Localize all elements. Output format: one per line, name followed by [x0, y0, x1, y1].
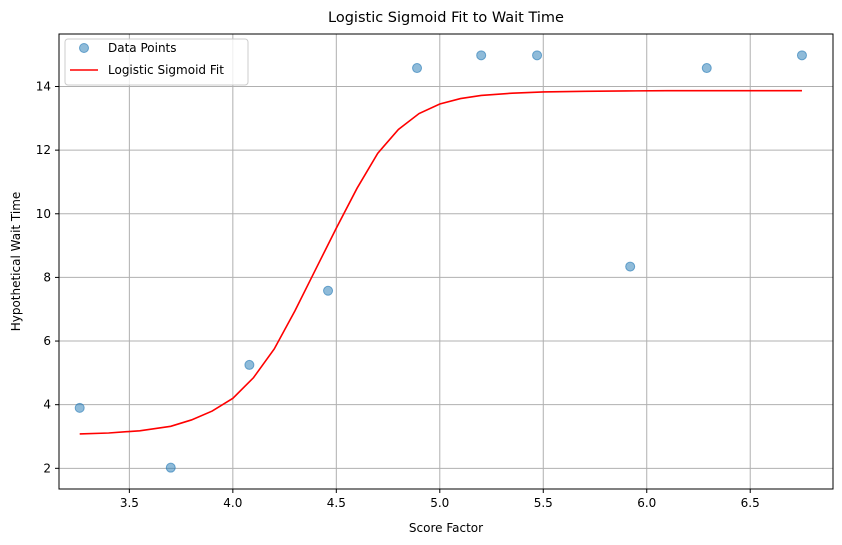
legend-box [64, 38, 249, 86]
data-point [796, 50, 807, 61]
y-tick-label: 14 [36, 80, 51, 94]
x-tick-label: 6.0 [637, 496, 656, 510]
legend-label-data-points: Data Points [108, 41, 177, 55]
y-tick-label: 6 [43, 334, 51, 348]
axes: 3.5 4.0 4.5 5.0 5.5 6.0 6.5 2 4 6 8 10 12 14 [36, 33, 834, 510]
y-tick-label: 12 [36, 143, 51, 157]
data-point [74, 402, 85, 413]
y-tick-label: 8 [43, 270, 51, 284]
sigmoid-fit-line [79, 89, 802, 435]
axis-labels: Logistic Sigmoid Fit to Wait Time Score … [9, 10, 564, 535]
x-tick-label: 5.0 [430, 496, 449, 510]
chart-title: Logistic Sigmoid Fit to Wait Time [328, 10, 564, 26]
x-tick-label: 6.5 [741, 496, 760, 510]
data-point [625, 261, 636, 272]
data-point [323, 285, 334, 296]
data-point [532, 50, 543, 61]
x-tick-label: 4.5 [327, 496, 346, 510]
x-tick-label: 5.5 [534, 496, 553, 510]
y-axis-label: Hypothetical Wait Time [9, 192, 23, 332]
data-point [476, 50, 487, 61]
y-tick-label: 2 [43, 461, 51, 475]
data-point [165, 462, 176, 473]
data-point [412, 63, 423, 74]
plot-area [74, 50, 807, 473]
y-tick-label: 4 [43, 398, 51, 412]
data-point [701, 63, 712, 74]
x-tick-label: 3.5 [120, 496, 139, 510]
legend-label-sigmoid-fit: Logistic Sigmoid Fit [108, 63, 224, 77]
data-point [244, 359, 255, 370]
x-axis-label: Score Factor [409, 521, 483, 535]
grid [59, 34, 833, 489]
x-tick-label: 4.0 [223, 496, 242, 510]
y-tick-label: 10 [36, 207, 51, 221]
plot-frame [58, 33, 834, 490]
legend: Data Points Logistic Sigmoid Fit [64, 38, 249, 86]
legend-marker-data-points [79, 43, 89, 53]
